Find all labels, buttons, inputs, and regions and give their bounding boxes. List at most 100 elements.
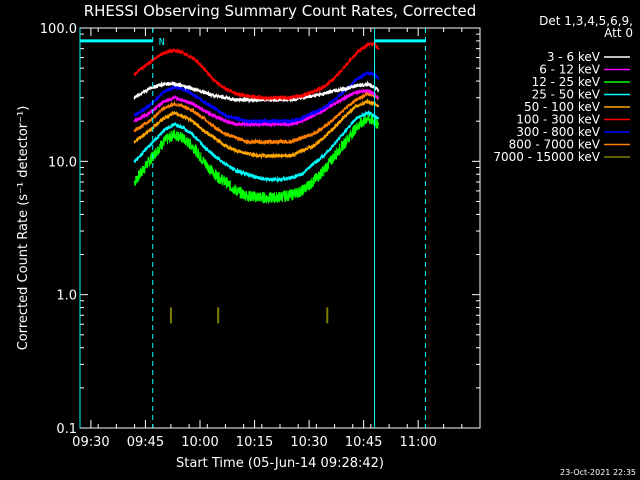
timestamp: 23-Oct-2021 22:35 bbox=[560, 468, 636, 477]
data-point bbox=[355, 84, 358, 87]
data-point bbox=[333, 126, 336, 129]
data-point bbox=[162, 100, 165, 103]
data-point bbox=[173, 49, 176, 52]
data-point bbox=[344, 64, 347, 67]
data-point bbox=[311, 91, 314, 94]
y-tick-label: 10.0 bbox=[48, 155, 77, 170]
data-point bbox=[311, 133, 314, 136]
data-point bbox=[246, 123, 249, 126]
data-point bbox=[268, 178, 271, 181]
data-point bbox=[162, 129, 165, 132]
data-point bbox=[180, 126, 183, 129]
legend-title: Det 1,3,4,5,6,9, bbox=[539, 14, 633, 28]
data-point bbox=[333, 89, 336, 92]
x-tick-label: 10:30 bbox=[290, 435, 327, 450]
data-point bbox=[355, 117, 358, 120]
data-point bbox=[202, 160, 205, 163]
data-point bbox=[202, 67, 205, 70]
data-point bbox=[322, 92, 325, 95]
data-point bbox=[257, 140, 260, 143]
data-point bbox=[173, 102, 176, 105]
data-point bbox=[180, 105, 183, 108]
data-point bbox=[279, 98, 281, 101]
data-point bbox=[202, 109, 205, 112]
data-point bbox=[133, 96, 136, 99]
y-tick-label: 1.0 bbox=[56, 289, 77, 304]
data-point bbox=[333, 117, 336, 120]
data-point bbox=[333, 142, 336, 145]
series-line bbox=[134, 112, 379, 204]
data-point bbox=[355, 98, 358, 101]
data-point bbox=[162, 107, 165, 110]
data-point bbox=[173, 112, 176, 115]
plot-frame bbox=[79, 27, 481, 429]
data-point bbox=[224, 180, 227, 183]
flag-label: N bbox=[159, 37, 165, 48]
data-point bbox=[300, 149, 303, 152]
data-point bbox=[180, 87, 183, 90]
data-point bbox=[148, 61, 151, 64]
data-point bbox=[377, 105, 380, 108]
data-point bbox=[289, 96, 292, 99]
x-tick-label: 09:30 bbox=[72, 435, 109, 450]
data-point bbox=[180, 98, 183, 101]
data-point bbox=[377, 89, 380, 92]
data-point bbox=[235, 123, 238, 126]
data-point bbox=[246, 94, 249, 97]
data-point bbox=[246, 194, 249, 197]
data-point bbox=[333, 102, 336, 105]
data-point bbox=[279, 178, 281, 181]
data-point bbox=[191, 92, 194, 95]
data-point bbox=[213, 114, 216, 117]
data-point bbox=[202, 129, 205, 132]
series-line bbox=[134, 88, 379, 128]
data-point bbox=[246, 120, 249, 123]
data-point bbox=[344, 114, 347, 117]
data-point bbox=[289, 140, 292, 143]
data-point bbox=[268, 123, 271, 126]
data-point bbox=[366, 83, 369, 86]
data-point bbox=[257, 123, 260, 126]
data-point bbox=[246, 98, 249, 101]
data-point bbox=[268, 140, 271, 143]
data-point bbox=[235, 92, 238, 95]
data-point bbox=[235, 117, 238, 120]
data-point bbox=[322, 169, 325, 172]
data-point bbox=[300, 117, 303, 120]
x-tick-label: 10:15 bbox=[236, 435, 273, 450]
data-point bbox=[279, 140, 281, 143]
series-line bbox=[134, 90, 379, 146]
data-point bbox=[257, 176, 260, 179]
data-point bbox=[173, 123, 176, 126]
data-point bbox=[180, 84, 183, 87]
y-tick-label: 0.1 bbox=[56, 422, 77, 437]
data-point bbox=[180, 51, 183, 54]
legend-label: 12 - 25 keV bbox=[532, 75, 601, 89]
data-point bbox=[311, 180, 314, 183]
data-point bbox=[246, 173, 249, 176]
data-point bbox=[148, 112, 151, 115]
data-point bbox=[377, 47, 380, 50]
data-point bbox=[133, 180, 136, 183]
series-25-50-kev bbox=[133, 109, 380, 184]
data-point bbox=[257, 196, 260, 199]
data-point bbox=[202, 117, 205, 120]
legend-label: 25 - 50 keV bbox=[532, 88, 601, 102]
data-point bbox=[246, 140, 249, 143]
data-point bbox=[133, 73, 136, 76]
data-point bbox=[322, 154, 325, 157]
data-point bbox=[300, 173, 303, 176]
data-point bbox=[366, 117, 369, 120]
data-point bbox=[289, 123, 292, 126]
data-point bbox=[366, 100, 369, 103]
data-point bbox=[300, 136, 303, 139]
data-point bbox=[322, 136, 325, 139]
series-100-300-kev bbox=[133, 41, 380, 102]
data-point bbox=[173, 83, 176, 86]
data-point bbox=[235, 189, 238, 192]
y-axis-label: Corrected Count Rate (s⁻¹ detector⁻¹) bbox=[16, 106, 31, 351]
x-axis-label: Start Time (05-Jun-14 09:28:42) bbox=[176, 456, 384, 471]
data-point bbox=[289, 120, 292, 123]
data-point bbox=[162, 91, 165, 94]
